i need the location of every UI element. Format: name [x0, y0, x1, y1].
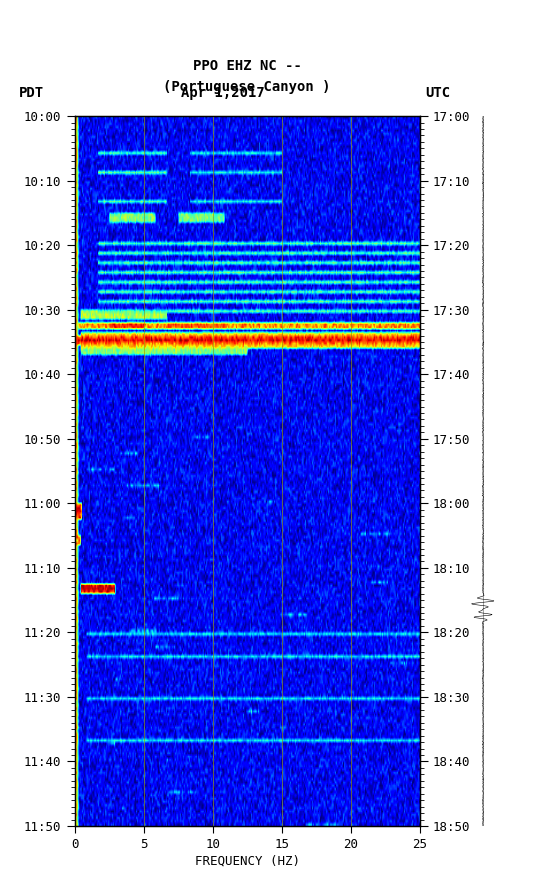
Text: UTC: UTC: [425, 86, 450, 100]
X-axis label: FREQUENCY (HZ): FREQUENCY (HZ): [194, 855, 300, 868]
Text: Apr 1,2017: Apr 1,2017: [181, 86, 264, 100]
Text: (Portuguese Canyon ): (Portuguese Canyon ): [163, 79, 331, 94]
Text: PPO EHZ NC --: PPO EHZ NC --: [193, 59, 301, 73]
Text: USGS: USGS: [30, 10, 82, 29]
Text: PDT: PDT: [19, 86, 45, 100]
